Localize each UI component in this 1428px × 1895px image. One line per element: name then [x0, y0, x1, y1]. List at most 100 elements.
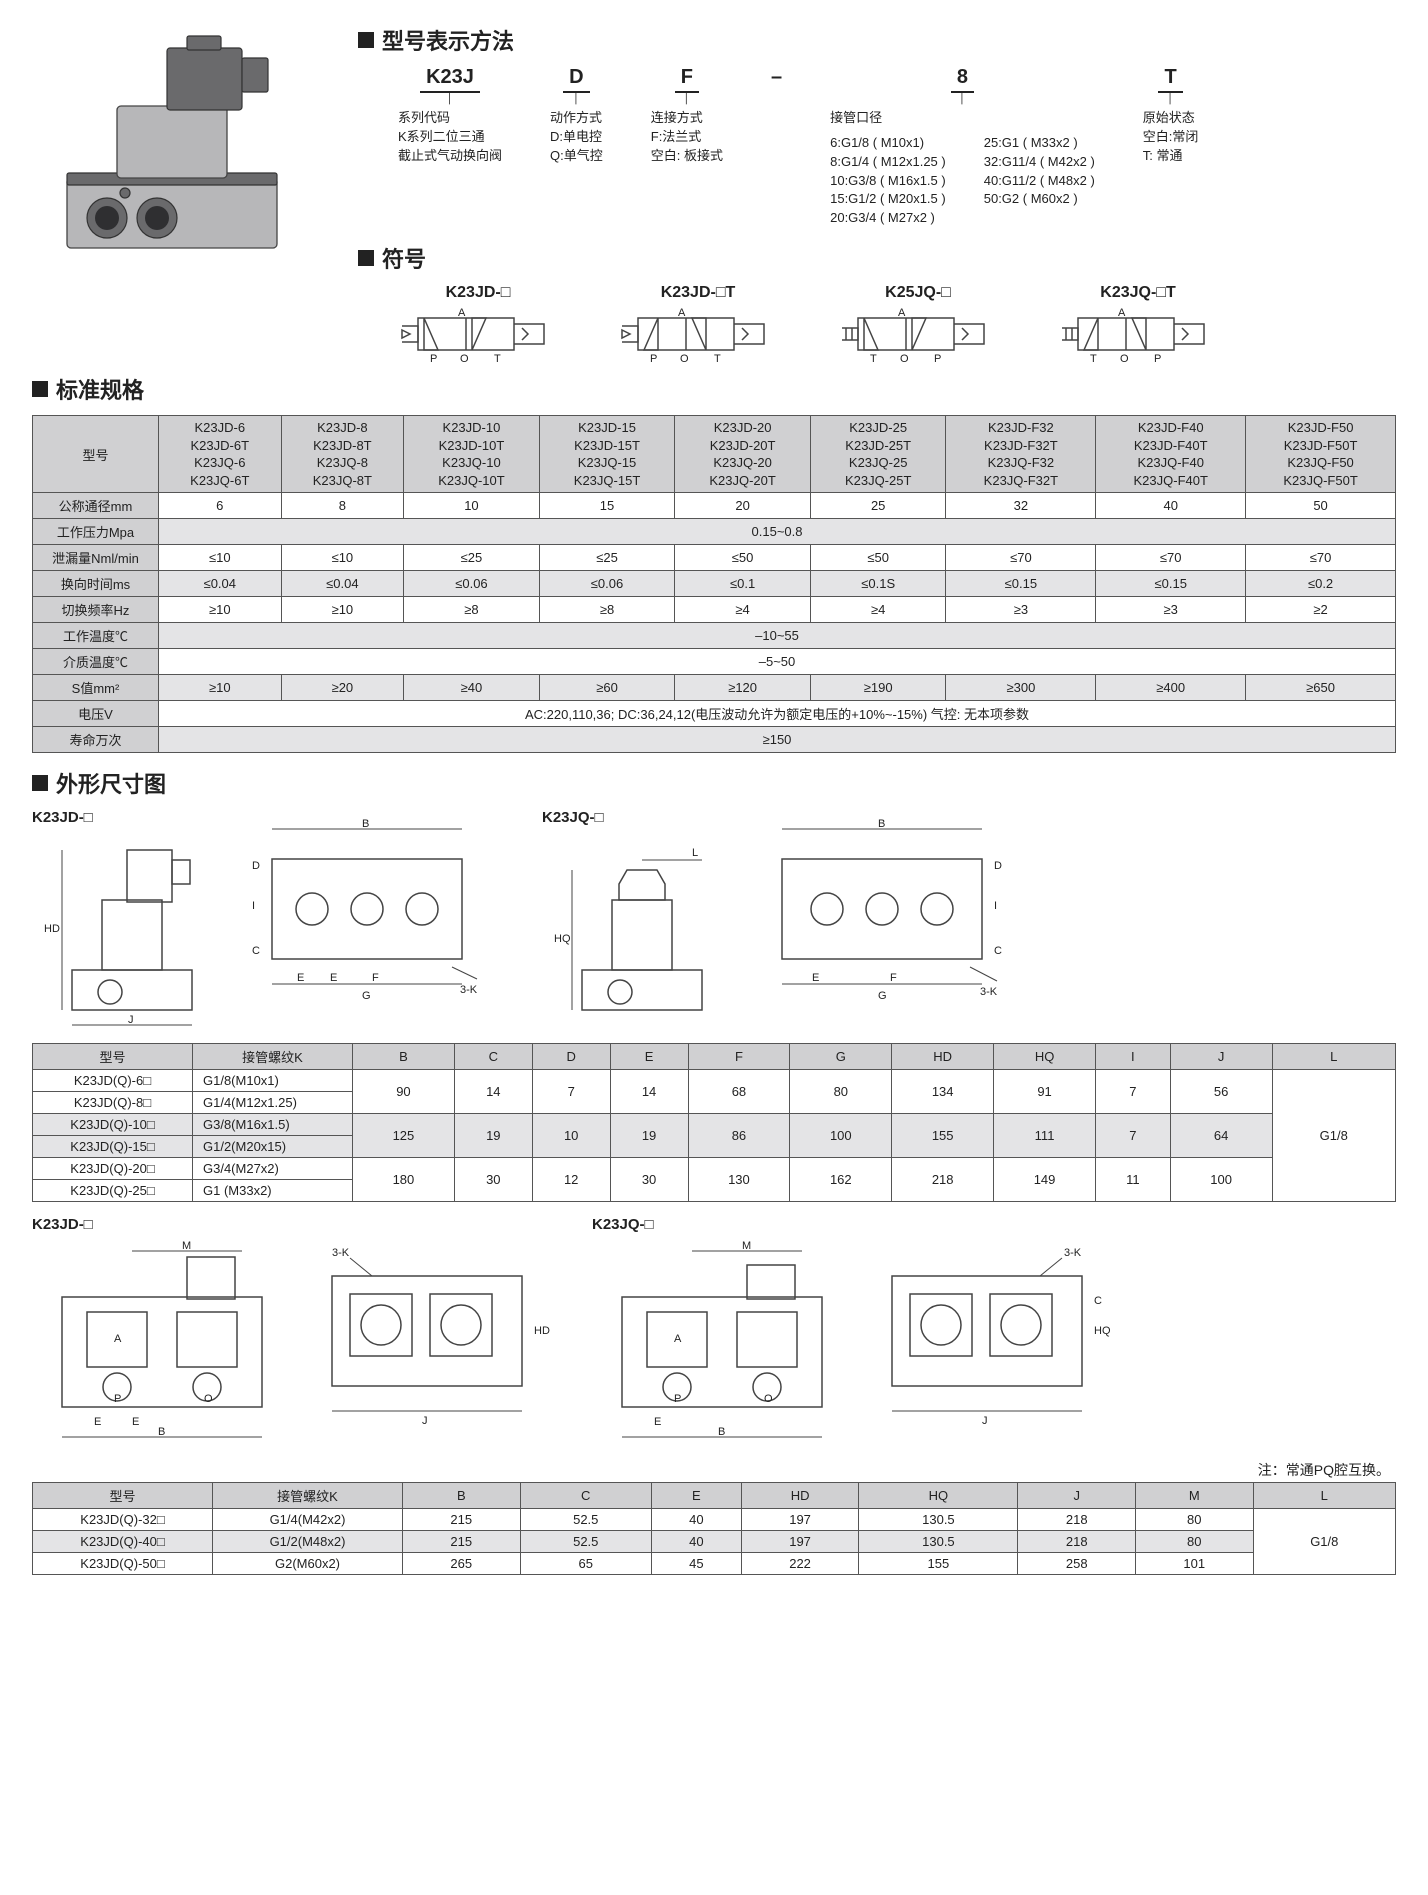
table-cell: K23JD(Q)-50□	[33, 1553, 213, 1575]
svg-text:T: T	[494, 353, 501, 364]
tick-icon: │	[398, 93, 502, 103]
model-part: T │ 原始状态 空白:常闭 T: 常通	[1143, 66, 1199, 228]
svg-text:A: A	[674, 1333, 682, 1345]
table-cell: 130.5	[859, 1509, 1018, 1531]
symbol-label: K25JQ-□	[838, 284, 998, 302]
table-cell: G1/8	[1253, 1509, 1395, 1575]
spec-cell: ≤0.15	[1096, 571, 1246, 597]
spec-header-label: 型号	[33, 416, 159, 493]
model-code: K23J	[420, 66, 480, 93]
port-size: 50:G2 ( M60x2 )	[984, 190, 1095, 209]
model-part: D │ 动作方式 D:单电控 Q:单气控	[550, 66, 603, 228]
spec-cell: ≥8	[539, 597, 675, 623]
pneumatic-symbol-icon: A T O P	[1058, 308, 1218, 364]
dim-drawing: 3-K J HD	[302, 1216, 552, 1429]
table-cell: G3/4(M27x2)	[193, 1158, 353, 1180]
table-header-cell: HQ	[859, 1483, 1018, 1509]
spec-cell: ≤50	[675, 545, 811, 571]
dim-label: K23JQ-□	[542, 809, 742, 826]
svg-text:3-K: 3-K	[1064, 1247, 1082, 1259]
table-cell: K23JD(Q)-10□	[33, 1114, 193, 1136]
svg-text:G: G	[878, 990, 887, 1002]
engineering-drawing-icon: HQ L	[542, 830, 742, 1030]
spec-row: 电压VAC:220,110,36; DC:36,24,12(电压波动允许为额定电…	[33, 701, 1396, 727]
table-cell: 7	[1096, 1114, 1171, 1158]
table-cell: 101	[1136, 1553, 1254, 1575]
table-header-cell: B	[353, 1044, 455, 1070]
table-cell: 45	[651, 1553, 741, 1575]
svg-text:A: A	[458, 308, 466, 319]
table-cell: 218	[1018, 1531, 1136, 1553]
table-cell: 52.5	[520, 1509, 651, 1531]
table-header-cell: C	[454, 1044, 532, 1070]
svg-text:M: M	[182, 1240, 191, 1252]
table-cell: 258	[1018, 1553, 1136, 1575]
table-header-cell: E	[610, 1044, 688, 1070]
table-cell: 215	[403, 1531, 521, 1553]
table-cell: 14	[454, 1070, 532, 1114]
spec-cell: –5~50	[159, 649, 1396, 675]
spec-row: 工作压力Mpa0.15~0.8	[33, 519, 1396, 545]
spec-row-label: 泄漏量Nml/min	[33, 545, 159, 571]
svg-text:O: O	[1120, 353, 1129, 364]
dim-drawings-row-1: K23JD-□ J HD B G E E F 3-K	[32, 809, 1396, 1033]
svg-text:I: I	[252, 900, 255, 912]
svg-text:T: T	[714, 353, 721, 364]
model-code: D	[563, 66, 589, 93]
table-cell: 130	[688, 1158, 790, 1202]
dim-table-2: 型号接管螺纹KBCEHDHQJMLK23JD(Q)-32□G1/4(M42x2)…	[32, 1482, 1396, 1575]
spec-cell: ≤70	[1096, 545, 1246, 571]
table-header-cell: 接管螺纹K	[193, 1044, 353, 1070]
symbol-block: K23JQ-□T A T O P	[1058, 284, 1218, 367]
spec-model-col: K23JD-10K23JD-10TK23JQ-10K23JQ-10T	[404, 416, 540, 493]
svg-text:A: A	[678, 308, 686, 319]
symbol-label: K23JD-□	[398, 284, 558, 302]
symbol-block: K23JD-□ A P O T	[398, 284, 558, 367]
spec-cell: ≥3	[946, 597, 1096, 623]
table-cell: 218	[892, 1158, 994, 1202]
svg-text:J: J	[422, 1415, 428, 1426]
table-header-cell: HD	[892, 1044, 994, 1070]
table-cell: G1/4(M42x2)	[213, 1509, 403, 1531]
table-cell: 10	[532, 1114, 610, 1158]
spec-cell: ≥40	[404, 675, 540, 701]
spec-model-col: K23JD-15K23JD-15TK23JQ-15K23JQ-15T	[539, 416, 675, 493]
spec-cell: –10~55	[159, 623, 1396, 649]
spec-row: 换向时间ms≤0.04≤0.04≤0.06≤0.06≤0.1≤0.1S≤0.15…	[33, 571, 1396, 597]
symbol-block: K25JQ-□ A T O P	[838, 284, 998, 367]
svg-text:O: O	[204, 1393, 213, 1405]
svg-text:O: O	[460, 353, 469, 364]
section-title-model: 型号表示方法	[358, 24, 1396, 56]
table-cell: 80	[1136, 1509, 1254, 1531]
spec-cell: 10	[404, 493, 540, 519]
spec-row-label: 换向时间ms	[33, 571, 159, 597]
table-cell: 100	[790, 1114, 892, 1158]
table-cell: K23JD(Q)-25□	[33, 1180, 193, 1202]
table-cell: K23JD(Q)-20□	[33, 1158, 193, 1180]
spec-cell: ≤0.06	[539, 571, 675, 597]
product-photo	[32, 18, 322, 278]
svg-text:3-K: 3-K	[460, 984, 478, 996]
svg-text:M: M	[742, 1240, 751, 1252]
top-row: 型号表示方法 K23J │ 系列代码 K系列二位三通 截止式气动换向阀 D │ …	[32, 18, 1396, 367]
svg-text:E: E	[654, 1416, 661, 1428]
model-part-line: 空白: 板接式	[651, 147, 723, 166]
svg-text:B: B	[878, 818, 885, 830]
spec-row: 切换频率Hz≥10≥10≥8≥8≥4≥4≥3≥3≥2	[33, 597, 1396, 623]
model-part-line: 空白:常闭	[1143, 128, 1199, 147]
table-cell: G1/2(M48x2)	[213, 1531, 403, 1553]
table-cell: 125	[353, 1114, 455, 1158]
spec-cell: 25	[810, 493, 946, 519]
table-header-cell: L	[1272, 1044, 1395, 1070]
dim-drawing: K23JQ-□ HQ L	[542, 809, 742, 1033]
model-part-line: Q:单气控	[550, 147, 603, 166]
spec-cell: ≤0.1S	[810, 571, 946, 597]
engineering-drawing-icon: 3-K J HQ C	[862, 1216, 1112, 1426]
section-title-text: 符号	[382, 242, 426, 274]
tick-icon: │	[830, 93, 1095, 103]
table-cell: G1 (M33x2)	[193, 1180, 353, 1202]
port-size: 15:G1/2 ( M20x1.5 )	[830, 190, 946, 209]
spec-cell: 0.15~0.8	[159, 519, 1396, 545]
engineering-drawing-icon: 3-K J HD	[302, 1216, 552, 1426]
model-part-title: 系列代码	[398, 109, 502, 128]
